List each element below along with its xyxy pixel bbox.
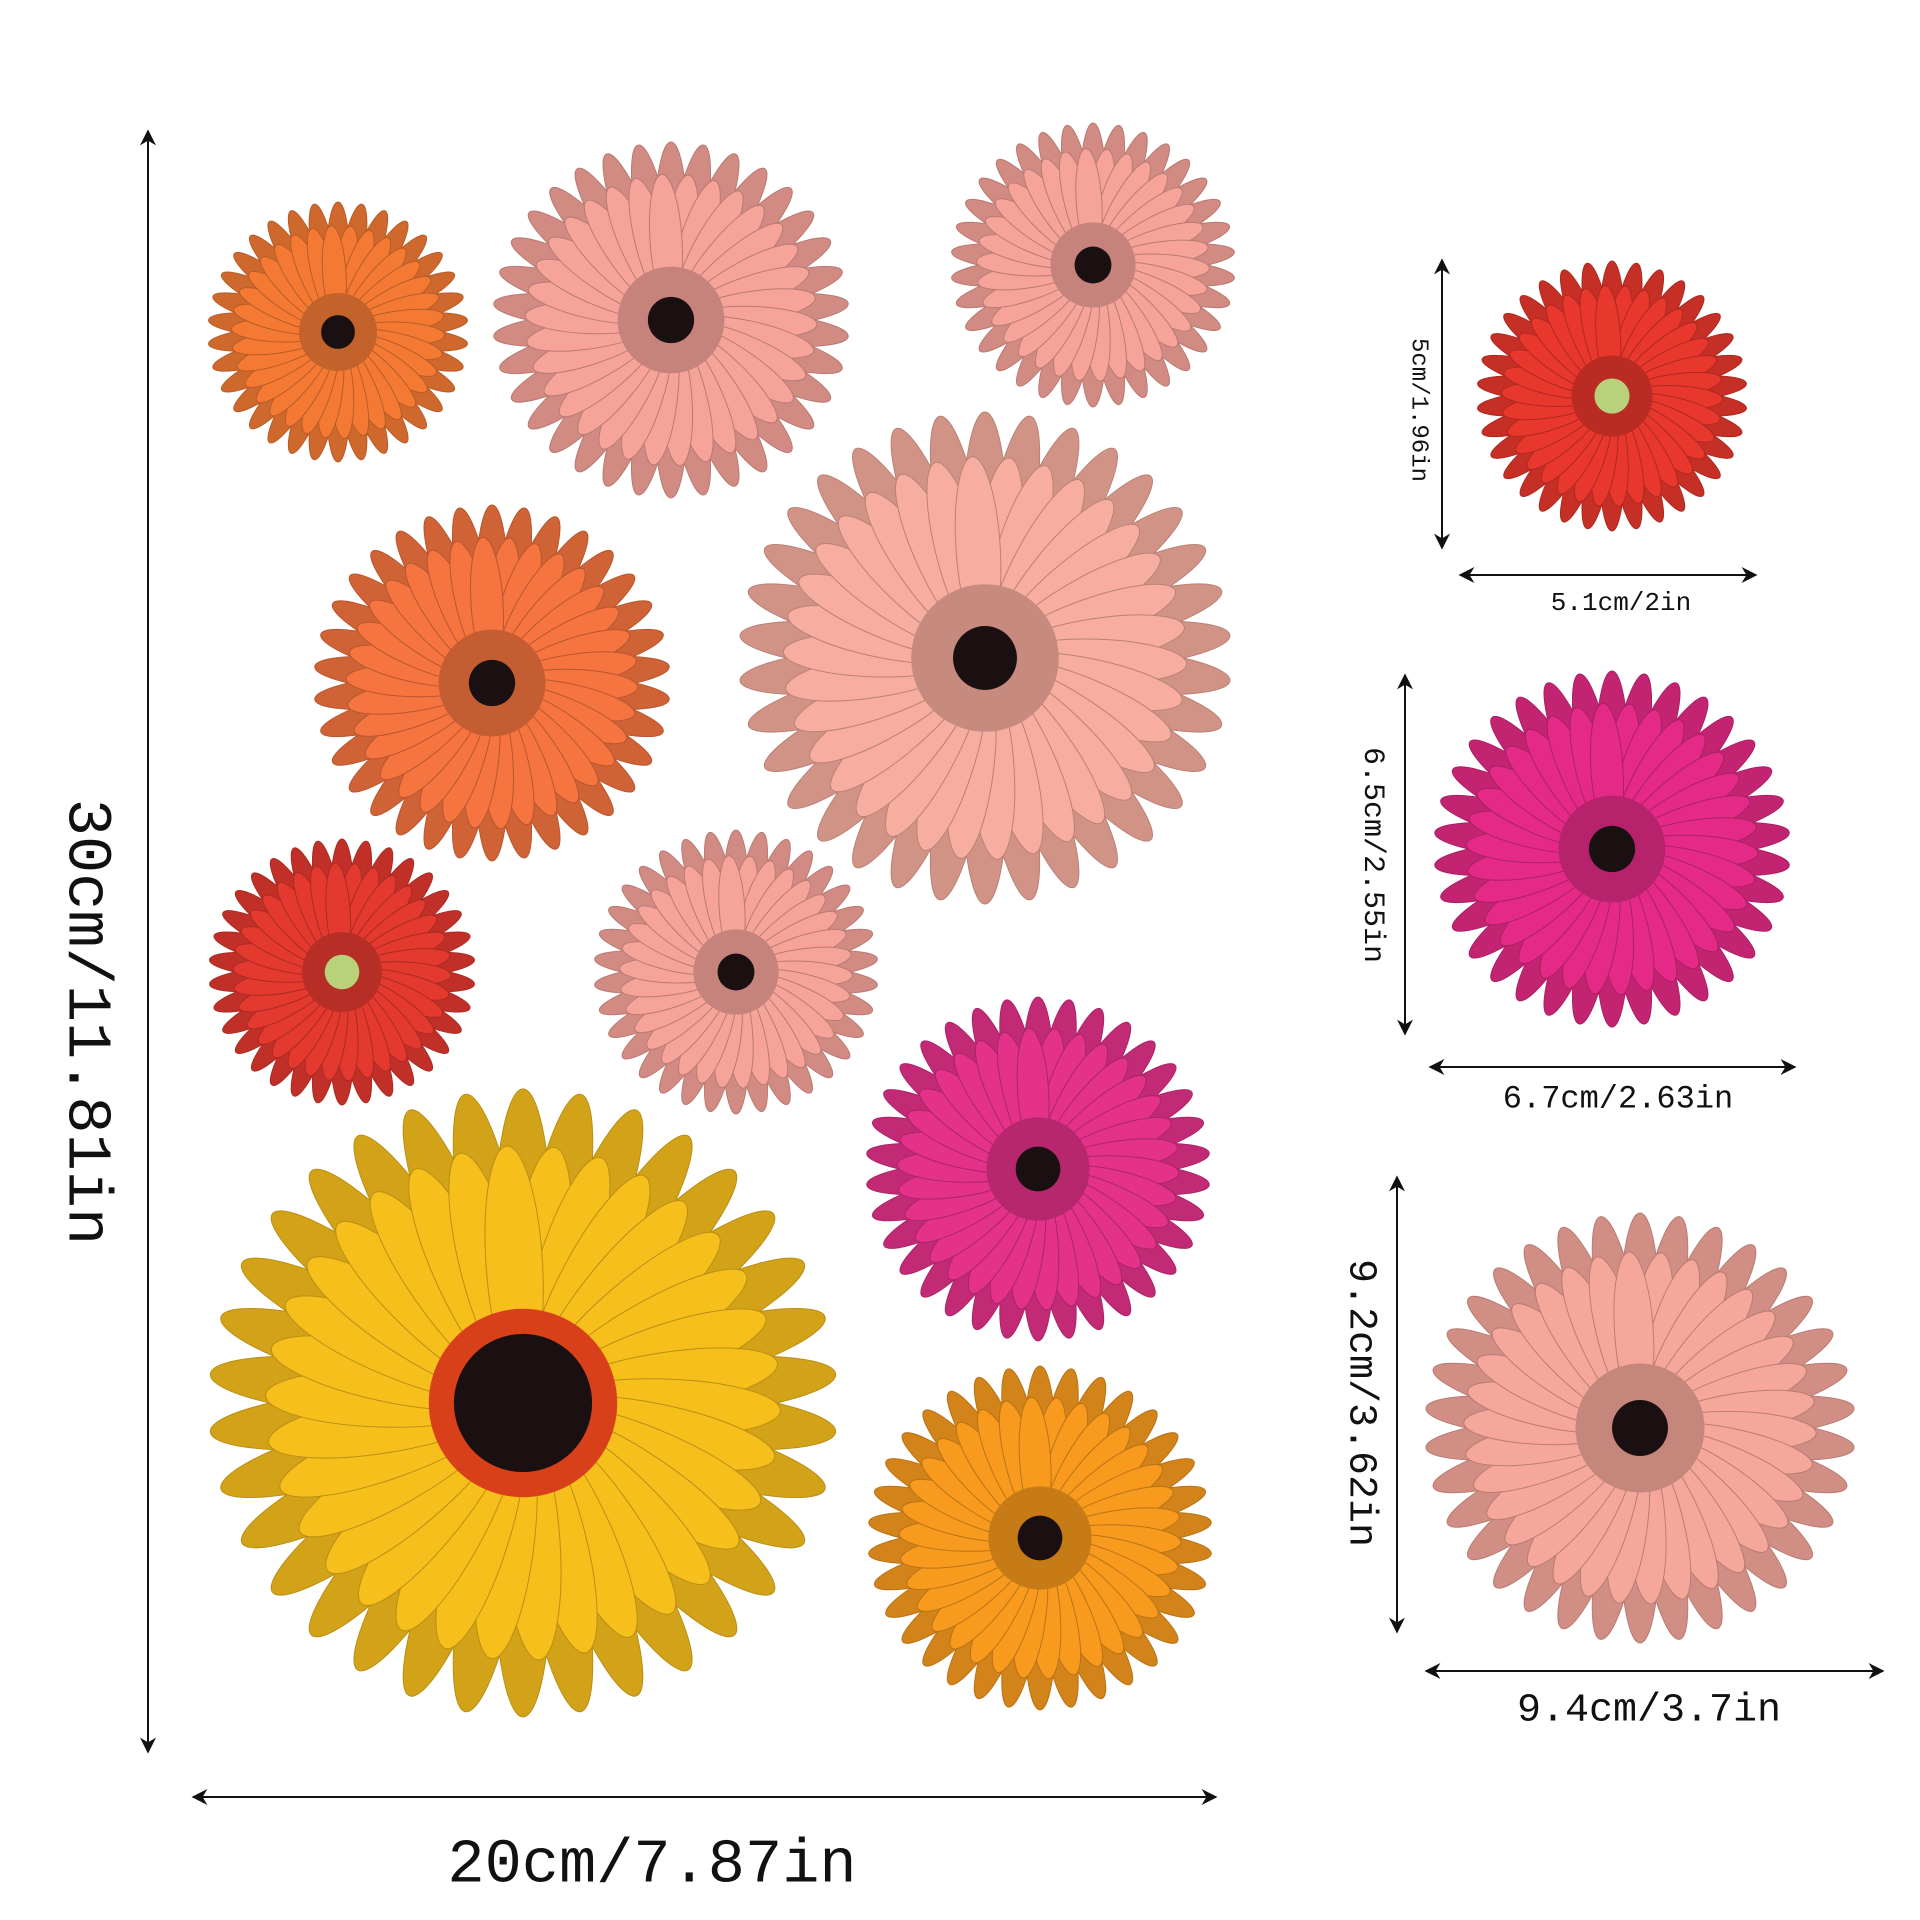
flower-center — [321, 315, 355, 349]
flower-sticker — [314, 504, 670, 862]
flower-sticker — [208, 201, 468, 463]
flower-sticker — [594, 829, 878, 1115]
flower-center — [953, 626, 1017, 690]
flower-center — [1594, 378, 1630, 414]
flower-center — [324, 954, 360, 990]
flower-sticker — [209, 838, 475, 1106]
flower-sticker — [739, 411, 1231, 905]
flower-sticker — [951, 122, 1235, 408]
flower-center — [1074, 246, 1112, 284]
sheet-height-label: 30cm/11.81in — [50, 798, 122, 1246]
flower-center — [1588, 825, 1636, 873]
flower-center — [468, 659, 516, 707]
flower-center — [1017, 1515, 1063, 1561]
sample2-width-label: 6.7cm/2.63in — [1502, 1080, 1734, 1118]
flower-sticker — [493, 141, 849, 499]
flower-center — [647, 296, 695, 344]
flower-center — [1612, 1400, 1668, 1456]
flower-center — [1015, 1146, 1061, 1192]
flower-center — [453, 1333, 593, 1473]
flower-center — [717, 953, 755, 991]
flower-sticker — [209, 1088, 837, 1718]
sample3-width-label: 9.4cm/3.7in — [1516, 1688, 1782, 1734]
sample2-height-label: 6.5cm/2.55in — [1355, 746, 1389, 964]
sample-flower-sticker — [1425, 1212, 1855, 1644]
flower-sticker — [868, 1365, 1212, 1711]
flower-sticker — [866, 996, 1210, 1342]
sample1-height-label: 5cm/1.96in — [1404, 337, 1432, 483]
sheet-width-label: 20cm/7.87in — [447, 1829, 857, 1901]
sample3-height-label: 9.2cm/3.62in — [1337, 1258, 1383, 1548]
sample-flower-sticker — [1434, 670, 1790, 1028]
sample-flower-sticker — [1477, 260, 1747, 532]
sample1-width-label: 5.1cm/2in — [1550, 588, 1692, 618]
